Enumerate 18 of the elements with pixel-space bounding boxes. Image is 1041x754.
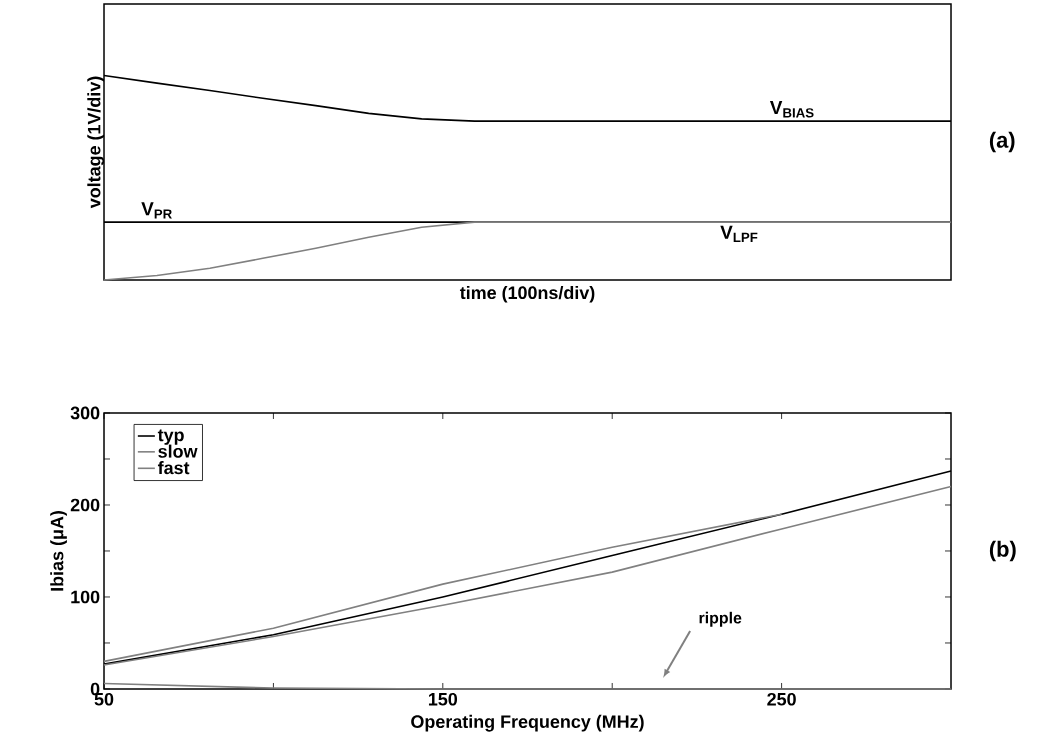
series-label: V$_{BIAS}$	[769, 101, 814, 118]
series-label: V$_{LPF}$	[720, 225, 758, 242]
y-axis-title: Ibias (μA)	[50, 511, 67, 591]
annotation: ripple	[699, 611, 742, 627]
text: (b)	[989, 540, 1016, 562]
y-tick-label: 100	[71, 590, 100, 604]
y-tick-label: 300	[70, 406, 100, 420]
series-label: V$_{PR}$	[141, 202, 172, 219]
x-tick-label: 250	[767, 692, 796, 706]
legend-label: slow	[158, 444, 198, 458]
x-tick-label: 150	[428, 692, 458, 706]
text: (a)	[989, 131, 1015, 153]
legend-label: fast	[157, 461, 190, 475]
y-tick-label: 200	[70, 498, 100, 512]
x-axis-title: Operating Frequency (MHz)	[411, 714, 644, 732]
y-axis-title: voltage (1V/div)	[87, 76, 105, 209]
x-axis-title: time (100ns/div)	[459, 285, 595, 303]
legend-label: typ	[157, 429, 184, 445]
